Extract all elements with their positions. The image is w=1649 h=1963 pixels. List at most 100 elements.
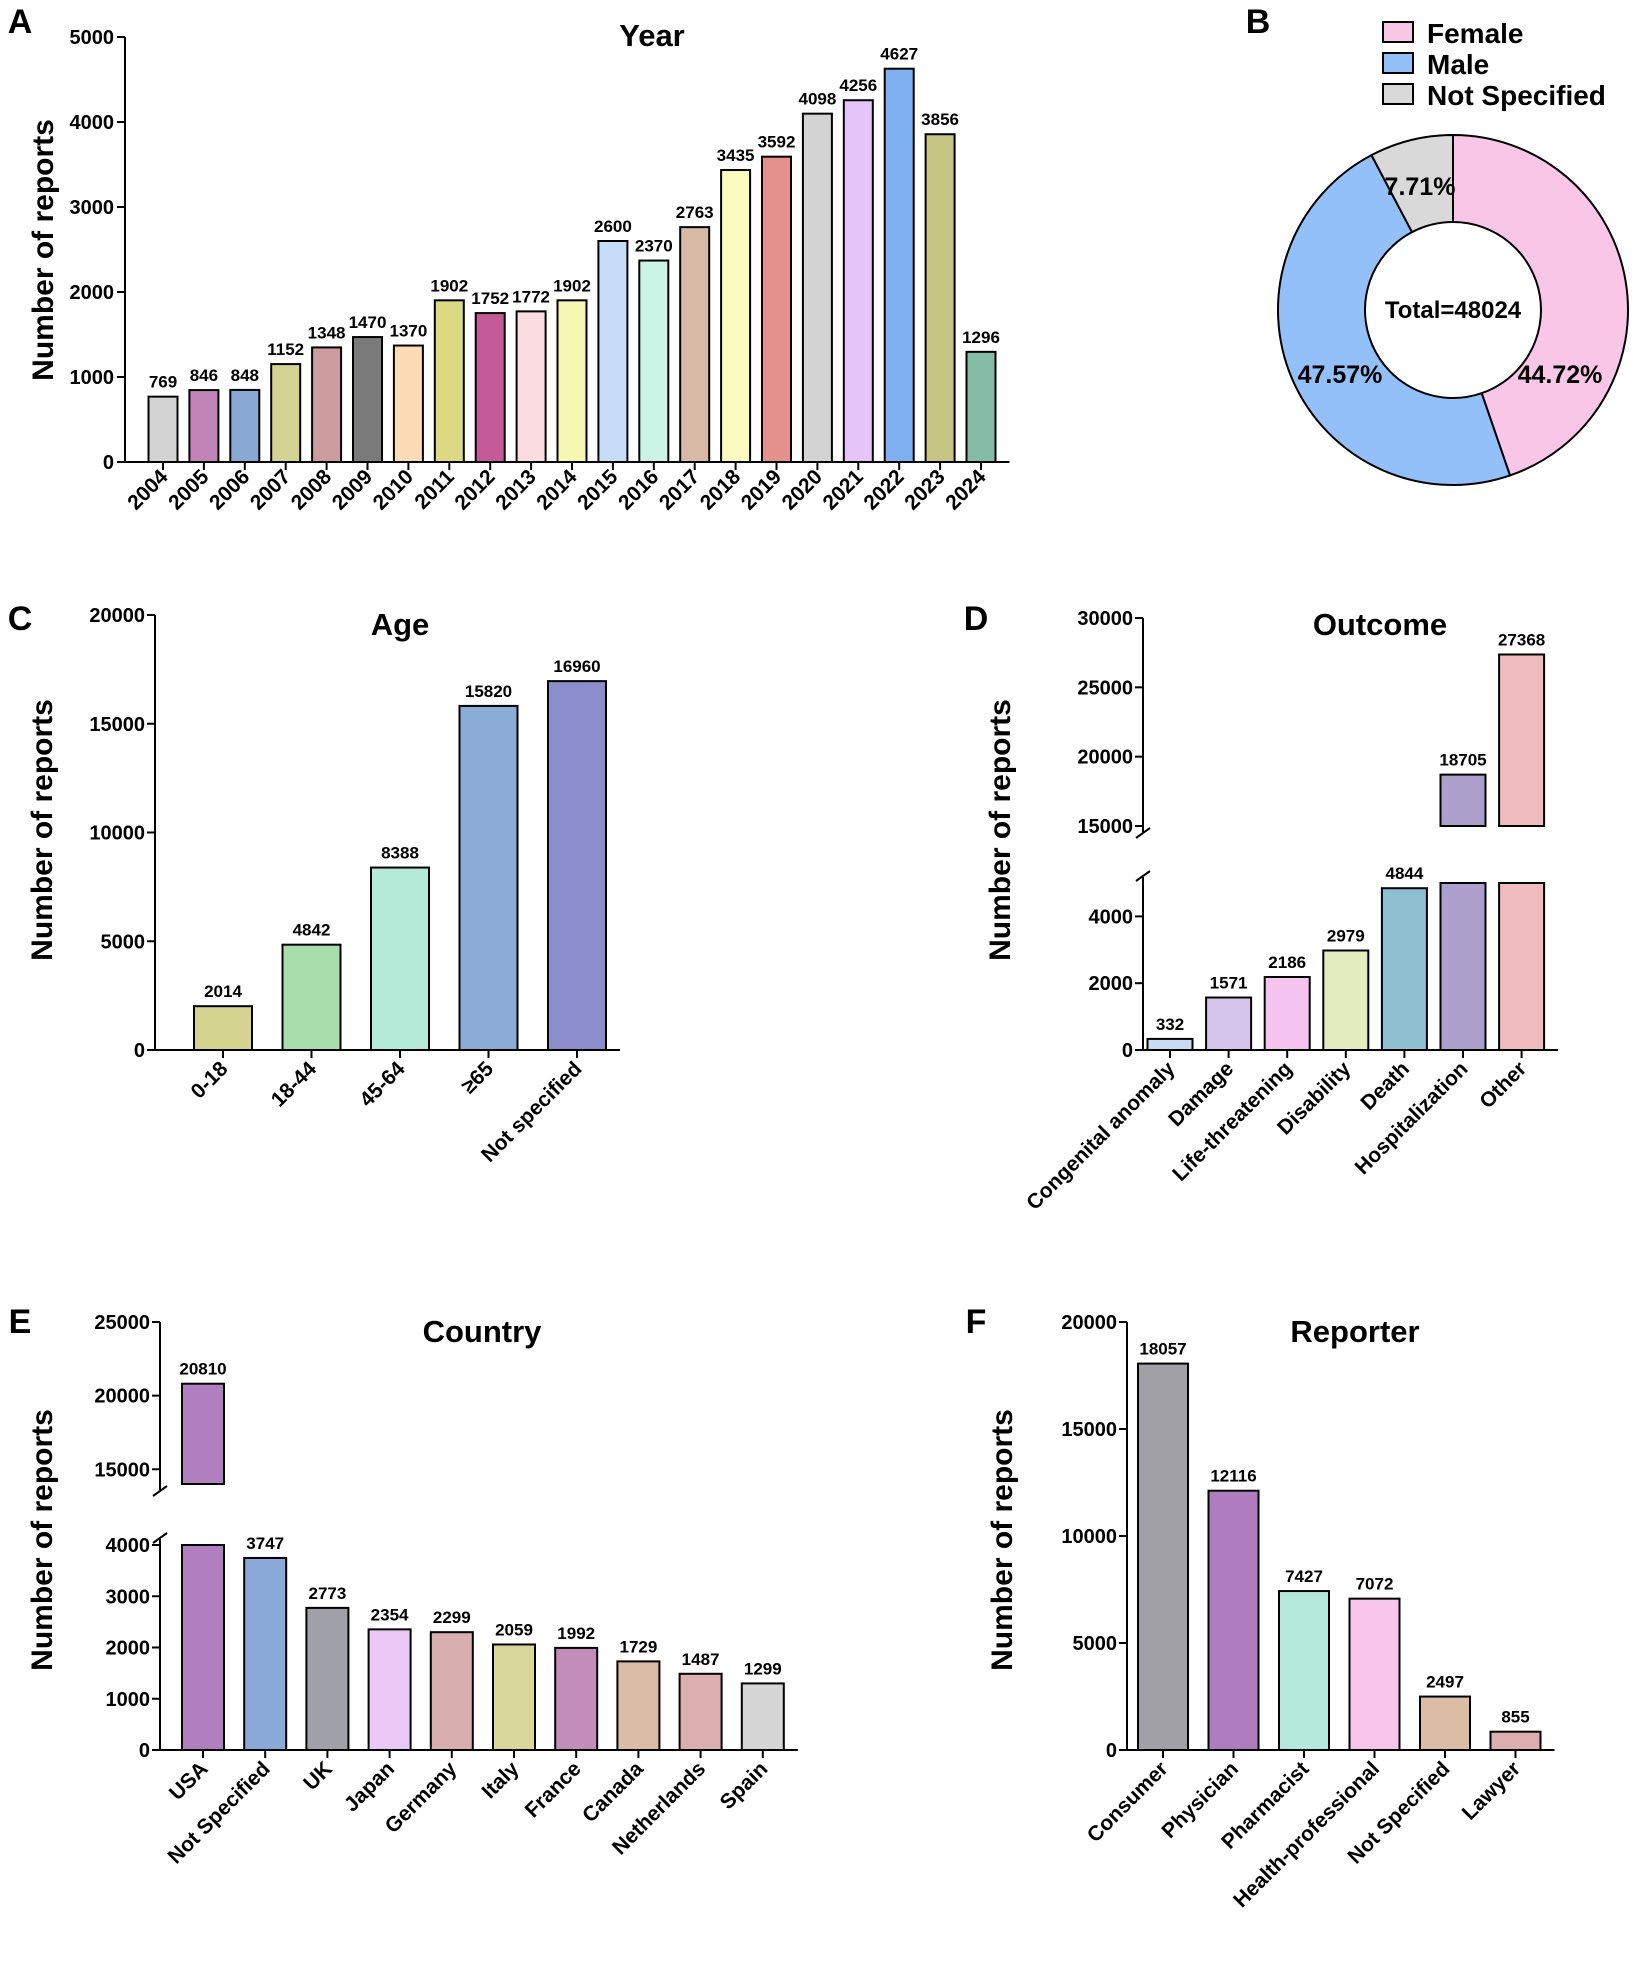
bar-other-lower xyxy=(1498,882,1546,1051)
data-label: 2059 xyxy=(495,1620,533,1639)
x-tick-label: Spain xyxy=(716,1757,773,1814)
data-label: 2186 xyxy=(1268,953,1306,972)
bar-life-threatening xyxy=(1263,975,1311,1052)
x-tick-label: 45-64 xyxy=(355,1057,409,1111)
x-tick-label: 2006 xyxy=(205,465,254,514)
bar-uk xyxy=(305,1606,350,1752)
data-label: 2014 xyxy=(204,982,242,1001)
donut-center-label: Total=48024 xyxy=(1385,297,1522,324)
y-tick-label: 1000 xyxy=(106,1689,151,1711)
data-label: 1571 xyxy=(1210,974,1248,993)
bar-netherlands xyxy=(678,1672,723,1752)
y-tick-label: 30000 xyxy=(1077,608,1133,630)
y-tick-label: 1000 xyxy=(70,367,115,389)
bar-2017 xyxy=(679,226,711,463)
data-label: 7072 xyxy=(1356,1575,1394,1594)
y-axis-label: Number of reports xyxy=(27,119,60,381)
data-label: 1487 xyxy=(682,1650,720,1669)
y-tick-label: 2000 xyxy=(106,1638,151,1660)
y-tick-label: 2000 xyxy=(1089,973,1134,995)
x-tick-label: 2024 xyxy=(941,465,991,515)
data-label: 1370 xyxy=(389,322,427,341)
bar-2018 xyxy=(720,169,752,463)
chart-title: Country xyxy=(423,1314,543,1349)
bar-2016 xyxy=(638,259,670,463)
x-tick-label: 2023 xyxy=(900,465,949,514)
panel-f: F Reporter Number of reports 0 5000 10000 1500… xyxy=(966,1303,1555,1912)
bar-usa-lower xyxy=(181,1544,225,1751)
chart-title: Outcome xyxy=(1313,607,1447,642)
legend-label: Female xyxy=(1427,18,1524,49)
y-tick-label: 0 xyxy=(1106,1740,1117,1762)
chart-title: Age xyxy=(371,607,430,642)
x-tick-label: Consumer xyxy=(1083,1757,1173,1847)
x-tick-label: 2022 xyxy=(859,465,908,514)
y-tick-label: 15000 xyxy=(89,714,145,736)
x-tick-label: USA xyxy=(165,1757,213,1805)
bar-japan xyxy=(367,1628,412,1752)
y-tick-label: 4000 xyxy=(1089,906,1134,928)
y-tick-label: 10000 xyxy=(89,823,145,845)
y-tick-label: 2000 xyxy=(70,282,115,304)
x-tick-label: 18-44 xyxy=(267,1057,321,1111)
x-tick-label: ≥65 xyxy=(457,1057,498,1098)
bar-not-specified xyxy=(243,1556,288,1752)
y-axis-label: Number of reports xyxy=(986,1409,1019,1671)
data-label: 3592 xyxy=(758,133,796,152)
panel-label: D xyxy=(964,600,989,638)
bar-not-specified xyxy=(547,680,607,1051)
bar-2009 xyxy=(352,336,383,463)
data-label: 3856 xyxy=(921,110,959,129)
bar-2010 xyxy=(392,344,424,463)
data-label: 1152 xyxy=(267,340,304,359)
bar-2014 xyxy=(556,299,588,463)
data-label: 855 xyxy=(1501,1708,1529,1727)
bar-hospitalization-lower xyxy=(1439,882,1487,1051)
x-tick-label: Death xyxy=(1356,1057,1414,1115)
x-tick-label: 2008 xyxy=(287,465,337,515)
bar-hospitalization-upper xyxy=(1439,773,1487,828)
x-tick-label: 0-18 xyxy=(187,1057,233,1103)
data-label: 4627 xyxy=(880,45,918,64)
data-label: 2354 xyxy=(371,1605,409,1624)
axis-break-mark xyxy=(152,1485,168,1544)
x-tick-label: 2011 xyxy=(410,465,459,514)
legend-swatch xyxy=(1382,83,1414,105)
y-tick-label: 0 xyxy=(134,1040,145,1062)
data-label: 4844 xyxy=(1385,864,1423,883)
bar-france xyxy=(554,1646,599,1752)
x-tick-label: 2017 xyxy=(655,465,704,514)
data-label: 1902 xyxy=(553,276,591,295)
x-tick-label: France xyxy=(521,1757,586,1822)
y-tick-label: 4000 xyxy=(70,112,115,134)
bar-germany xyxy=(429,1631,474,1752)
y-tick-label: 4000 xyxy=(106,1535,151,1557)
bar-not-specified xyxy=(1419,1695,1471,1752)
data-label: 2600 xyxy=(594,217,632,236)
data-label: 332 xyxy=(1156,1015,1184,1034)
bar-2006 xyxy=(229,388,261,464)
data-label: 4098 xyxy=(798,90,836,109)
bar--65 xyxy=(458,704,519,1051)
x-tick-label: Congenital anomaly xyxy=(1022,1057,1180,1215)
panel-label: C xyxy=(8,600,33,638)
bar-2008 xyxy=(311,346,343,464)
panel-label: B xyxy=(1246,3,1271,41)
panel-d: D Outcome Number of reports 0 2000 4000 15000 2… xyxy=(964,600,1559,1215)
x-tick-label: UK xyxy=(299,1757,337,1795)
bar-18-44 xyxy=(281,943,342,1052)
bar-death xyxy=(1380,887,1428,1051)
data-label: 2370 xyxy=(635,237,673,256)
x-tick-label: 2005 xyxy=(164,465,214,515)
data-label: 12116 xyxy=(1210,1467,1256,1486)
data-label: 769 xyxy=(149,373,177,392)
data-label: 2763 xyxy=(676,203,714,222)
x-tick-label: Japan xyxy=(340,1757,399,1816)
data-label: 8388 xyxy=(381,844,419,863)
y-axis-label: Number of reports xyxy=(26,1409,59,1671)
panel-a: A Year Number of reports 0 1000 2000 3000 4000 5… xyxy=(8,3,1010,515)
data-label: 3435 xyxy=(717,146,755,165)
data-label: 1299 xyxy=(744,1659,782,1678)
x-tick-label: 2012 xyxy=(450,465,499,514)
y-tick-label: 5000 xyxy=(1073,1633,1118,1655)
